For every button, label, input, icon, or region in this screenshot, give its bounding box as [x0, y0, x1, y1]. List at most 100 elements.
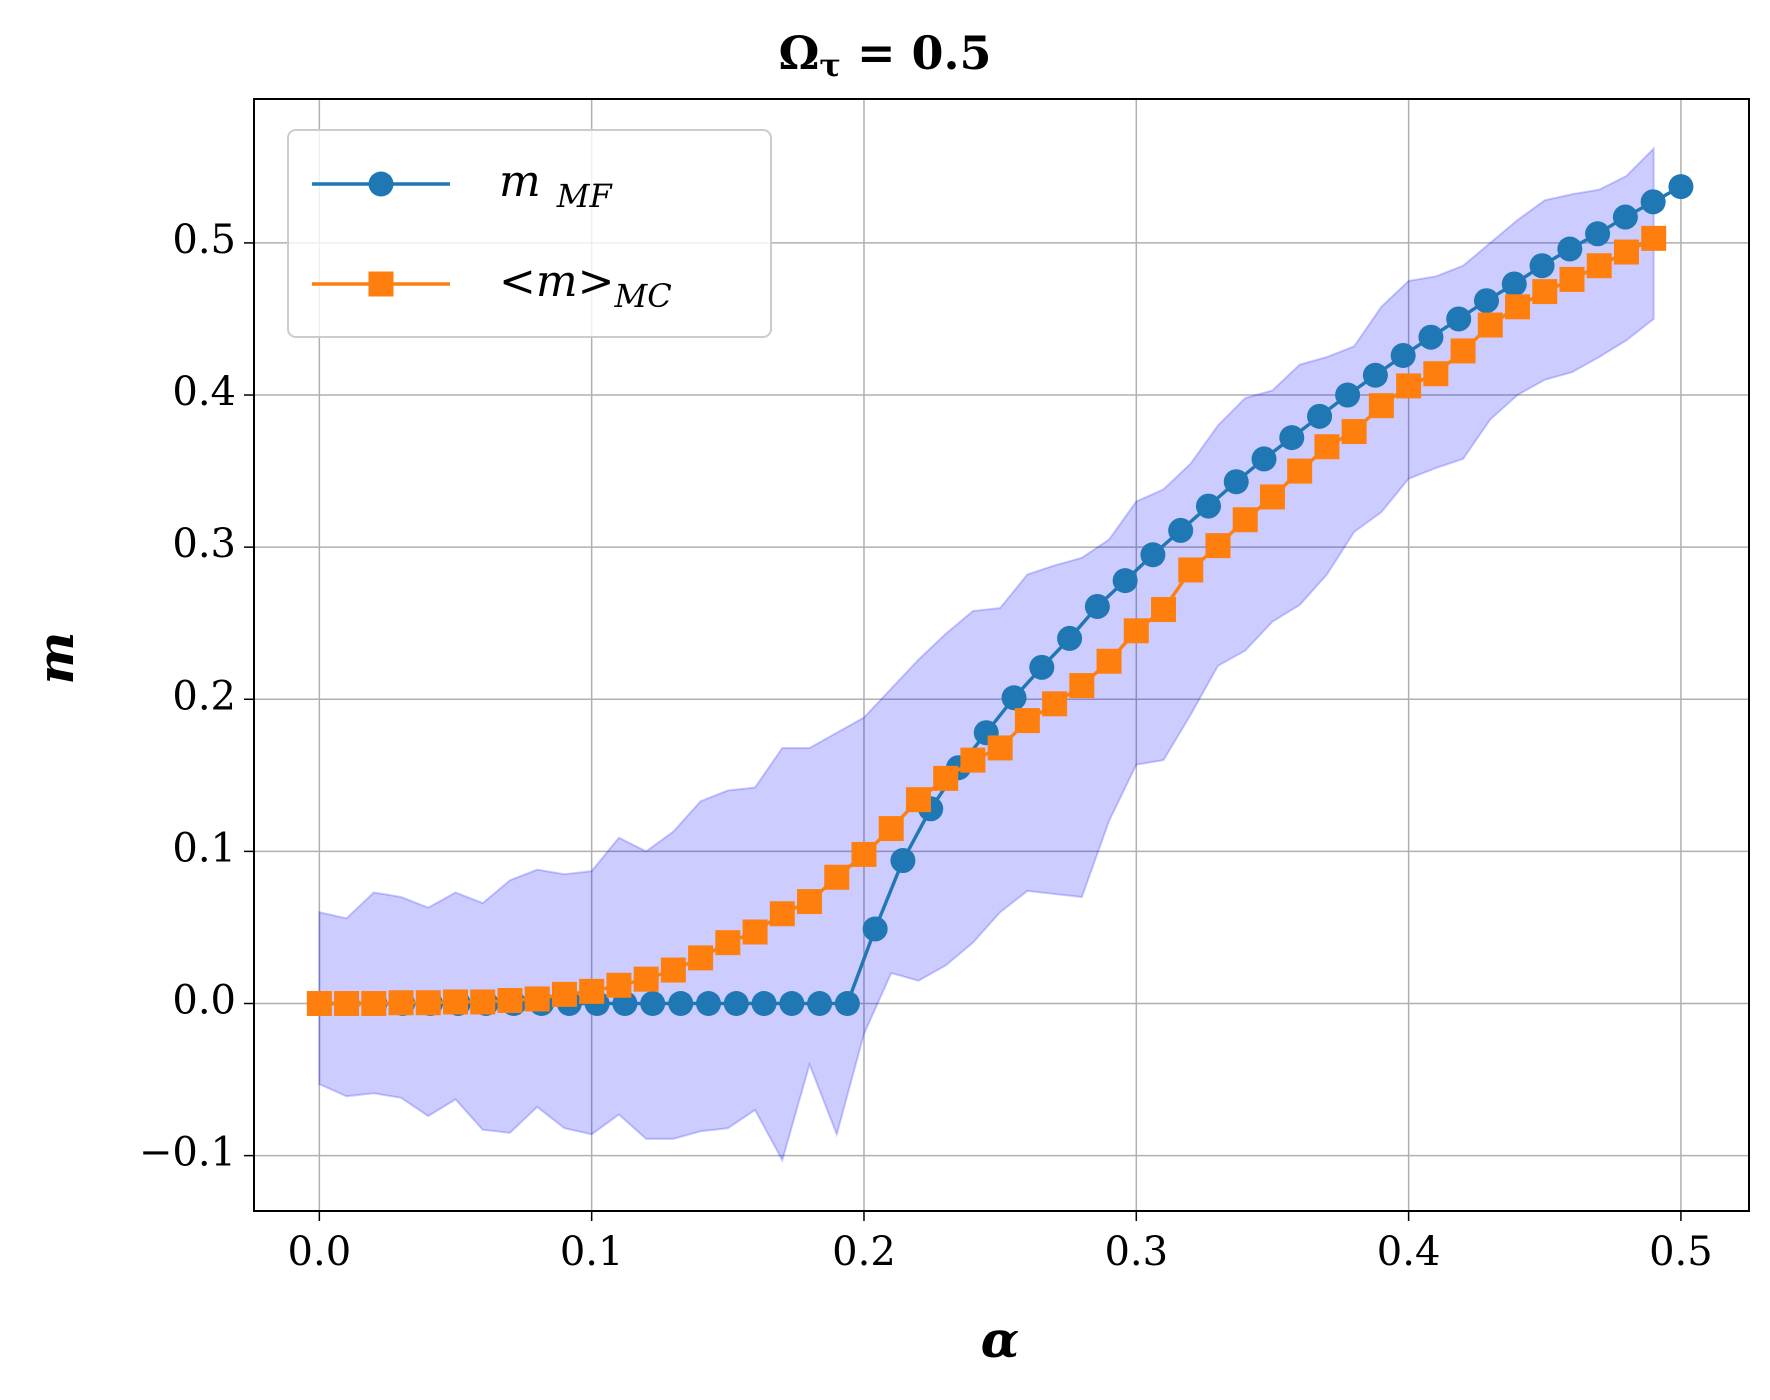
legend-name: <m>: [499, 256, 614, 307]
marker: [368, 171, 394, 197]
marker: [1168, 517, 1194, 543]
marker: [606, 972, 632, 998]
marker: [1112, 568, 1138, 594]
marker: [1557, 236, 1583, 262]
marker: [1314, 434, 1340, 460]
y-tick-label: 0.5: [172, 217, 236, 263]
marker: [1446, 306, 1472, 332]
marker: [1501, 271, 1527, 297]
marker: [1069, 673, 1095, 699]
marker: [633, 966, 659, 992]
marker: [1279, 425, 1305, 451]
marker: [1613, 239, 1639, 265]
marker: [862, 916, 888, 942]
y-tick-label: −0.1: [139, 1130, 236, 1176]
y-tick-label: 0.4: [172, 369, 236, 415]
y-tick-label: 0.3: [172, 521, 236, 567]
legend-label: <m>MC: [499, 256, 672, 315]
marker: [688, 945, 714, 971]
title-sub: τ: [819, 46, 841, 84]
marker: [1668, 174, 1694, 200]
x-tick-label: 0.1: [560, 1229, 624, 1275]
marker: [1529, 253, 1555, 279]
marker: [1505, 294, 1531, 320]
marker: [1418, 324, 1444, 350]
marker: [1287, 458, 1313, 484]
marker: [905, 787, 931, 813]
marker: [1096, 648, 1122, 674]
marker: [1362, 362, 1388, 388]
marker: [1585, 221, 1611, 247]
error-band: [318, 146, 1655, 1163]
marker: [334, 991, 360, 1017]
marker: [415, 990, 441, 1016]
chart-title: Ωτ = 0.5: [778, 26, 991, 84]
x-tick-label: 0.2: [832, 1229, 896, 1275]
marker: [524, 986, 550, 1012]
marker: [824, 864, 850, 890]
marker: [388, 990, 414, 1016]
marker: [1641, 225, 1667, 251]
marker: [1014, 708, 1040, 734]
marker: [1368, 393, 1394, 419]
y-axis-label: m: [26, 632, 85, 685]
marker: [769, 901, 795, 927]
marker: [497, 987, 523, 1013]
marker: [361, 991, 387, 1017]
marker: [1335, 382, 1361, 408]
marker: [834, 991, 860, 1017]
marker: [1205, 533, 1231, 559]
marker: [878, 816, 904, 842]
marker: [723, 991, 749, 1017]
marker: [1640, 189, 1666, 215]
y-tick-label: 0.0: [172, 978, 236, 1024]
marker: [1084, 593, 1110, 619]
marker: [579, 978, 605, 1004]
marker: [1423, 361, 1449, 387]
marker: [1223, 469, 1249, 495]
marker: [715, 930, 741, 956]
marker: [470, 989, 496, 1015]
title-main: Ω: [778, 26, 819, 80]
x-tick-label: 0.3: [1104, 1229, 1168, 1275]
marker: [443, 989, 469, 1015]
y-tick-label: 0.2: [172, 673, 236, 719]
marker: [1029, 654, 1055, 680]
marker: [1140, 542, 1166, 568]
x-axis-label: α: [981, 1310, 1019, 1369]
marker: [1251, 446, 1277, 472]
marker: [1195, 493, 1221, 519]
legend: m MF <m>MC: [287, 129, 772, 338]
x-tick-label: 0.0: [288, 1229, 352, 1275]
legend-name: m: [499, 156, 541, 207]
marker: [960, 747, 986, 773]
marker: [779, 991, 805, 1017]
marker: [1477, 312, 1503, 338]
marker: [742, 919, 768, 945]
marker: [640, 991, 666, 1017]
x-tick-label: 0.4: [1377, 1229, 1441, 1275]
marker: [1232, 507, 1258, 533]
marker: [1151, 597, 1177, 623]
marker: [660, 957, 686, 983]
marker: [751, 991, 777, 1017]
marker: [1532, 279, 1558, 305]
legend-subscript: MC: [613, 277, 671, 315]
marker: [1001, 685, 1027, 711]
marker: [1057, 625, 1083, 651]
x-tick-label: 0.5: [1649, 1229, 1713, 1275]
marker: [695, 991, 721, 1017]
marker: [1559, 266, 1585, 292]
marker: [890, 848, 916, 874]
marker: [1586, 253, 1612, 279]
plot-frame: [253, 98, 1750, 1212]
marker: [851, 841, 877, 867]
marker: [1396, 373, 1422, 399]
y-tick-label: 0.1: [172, 825, 236, 871]
title-rest: = 0.5: [841, 26, 992, 80]
marker: [1123, 618, 1149, 644]
marker: [1259, 484, 1285, 510]
marker: [1450, 338, 1476, 364]
marker: [933, 765, 959, 791]
